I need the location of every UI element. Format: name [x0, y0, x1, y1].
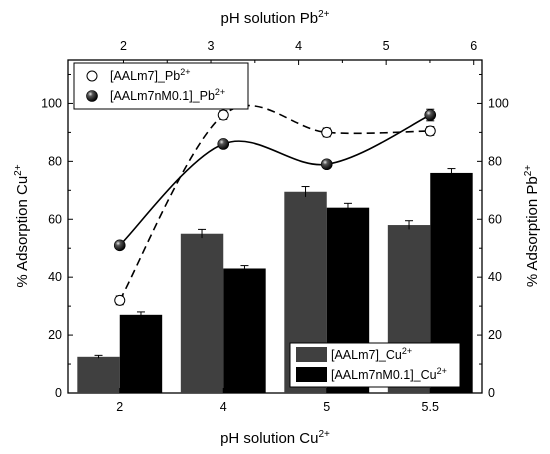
- y-left-tick-label: 60: [48, 212, 62, 226]
- legend-cu: [AALm7]_Cu2+ [AALm7nM0.1]_Cu2+: [289, 342, 461, 388]
- bar-aalm7-cu-4: [180, 233, 224, 393]
- legend-pb-label-1: [AALm7]_Pb2+: [110, 67, 190, 83]
- y-left-tick-label: 40: [48, 270, 62, 284]
- y-left-tick-label: 100: [41, 96, 62, 110]
- y-right-tick-label: 0: [488, 386, 495, 400]
- y-right-tick-label: 40: [488, 270, 502, 284]
- x-top-tick-label: 4: [295, 39, 302, 53]
- y-right-tick-label: 80: [488, 154, 502, 168]
- point-aalm7nm01-pb-5: [320, 158, 333, 171]
- legend-black-swatch: [296, 367, 327, 382]
- x-top-tick-label: 5: [383, 39, 390, 53]
- legend-grey-swatch: [296, 347, 327, 362]
- y-left-tick-label: 20: [48, 328, 62, 342]
- bar-aalm7-cu-2: [77, 356, 120, 393]
- curve-aalm7nm01-pb: [119, 114, 431, 246]
- legend-pb: [AALm7]_Pb2+ [AALm7nM0.1]_Pb2+: [73, 62, 249, 110]
- legend-cu-label-2: [AALm7nM0.1]_Cu2+: [331, 366, 447, 382]
- point-aalm7-pb-5: [321, 126, 333, 138]
- y-right-tick-label: 100: [488, 96, 509, 110]
- point-aalm7-pb-2: [114, 294, 126, 306]
- x-bottom-tick-label: 5.5: [422, 400, 439, 414]
- point-aalm7nm01-pb-2: [113, 239, 126, 252]
- curve-aalm7-pb: [119, 104, 431, 301]
- bar-aalm7nm01-cu-2: [119, 314, 163, 393]
- x-top-tick-label: 3: [208, 39, 215, 53]
- right-axis-title: % Adsorption Pb2+: [523, 165, 541, 287]
- legend-filled-sphere-marker: [86, 90, 98, 102]
- bar-aalm7nm01-cu-4: [223, 268, 266, 393]
- plot-frame: [67, 59, 483, 394]
- x-bottom-tick-label: 2: [116, 400, 123, 414]
- top-axis-title: pH solution Pb2+: [221, 9, 330, 27]
- legend-pb-label-2: [AALm7nM0.1]_Pb2+: [110, 87, 225, 103]
- x-top-tick-label: 2: [120, 39, 127, 53]
- x-bottom-tick-label: 4: [220, 400, 227, 414]
- axis-ticks: 0 20 40 60 80 100 0 20 40 60 80 100 2 4 5 5.5 2 3 4 5 6: [41, 39, 509, 414]
- point-aalm7-pb-5.5: [424, 125, 436, 137]
- x-top-tick-label: 6: [470, 39, 477, 53]
- y-right-tick-label: 60: [488, 212, 502, 226]
- y-left-tick-label: 80: [48, 154, 62, 168]
- point-aalm7-pb-4: [217, 109, 229, 121]
- point-aalm7nm01-pb-4: [217, 138, 230, 150]
- legend-cu-label-1: [AALm7]_Cu2+: [331, 346, 412, 362]
- legend-open-circle-marker: [86, 70, 98, 82]
- x-bottom-tick-label: 5: [323, 400, 330, 414]
- bar-group: [77, 168, 473, 393]
- bottom-axis-title: pH solution Cu2+: [220, 429, 330, 447]
- y-left-tick-label: 0: [55, 386, 62, 400]
- curve-group: [119, 104, 431, 301]
- left-axis-title: % Adsorption Cu2+: [13, 164, 31, 287]
- point-group: [113, 108, 437, 306]
- y-right-tick-label: 20: [488, 328, 502, 342]
- point-aalm7nm01-pb-5.5: [424, 109, 437, 121]
- legend-pb-box: [73, 62, 249, 110]
